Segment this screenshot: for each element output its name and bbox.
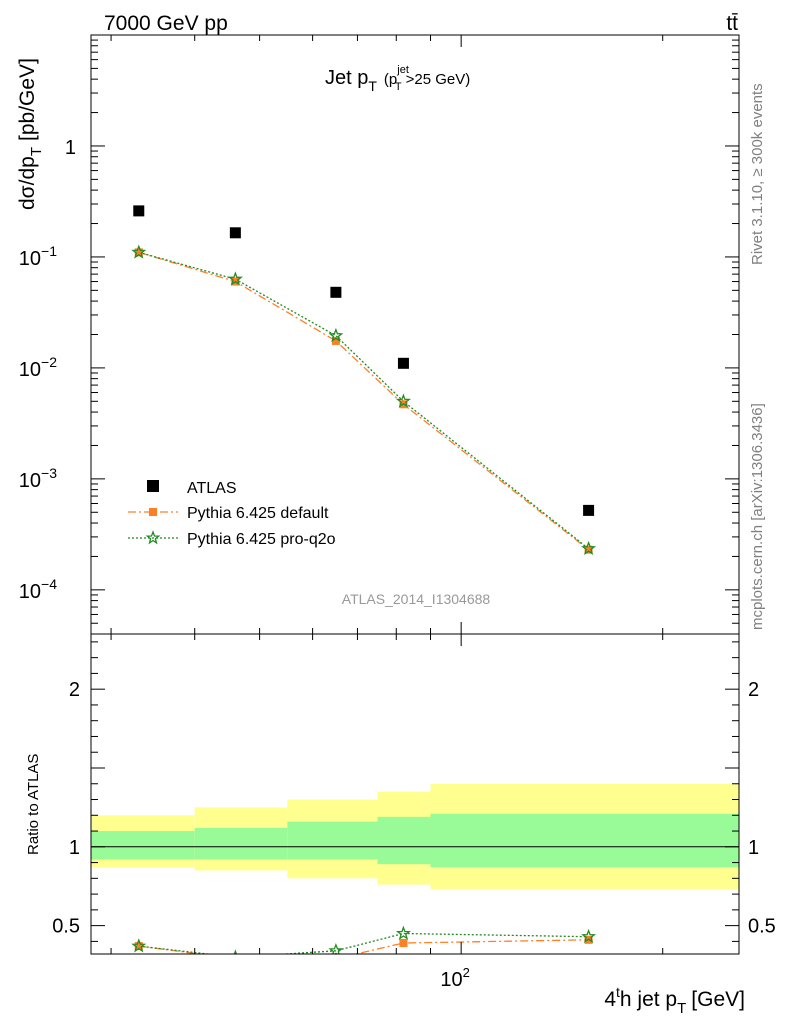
ratio-default-point: [231, 955, 239, 963]
y-tick-label: 1: [65, 137, 76, 159]
pythia-proq2o-point: [328, 327, 344, 343]
x-axis-label: 4th jet pT [GeV]: [604, 984, 745, 1017]
ratio-y-tick-label-right: 2: [748, 679, 759, 701]
y-tick-label: 10−4: [19, 576, 57, 603]
rivet-version-label: Rivet 3.1.10, ≥ 300k events: [749, 83, 766, 265]
ratio-band-inner: [91, 831, 195, 860]
legend: ATLAS Pythia 6.425 default Pythia 6.425 …: [128, 480, 336, 548]
pythia-default-point: [134, 248, 143, 257]
x-tick-label: 102: [440, 965, 469, 991]
atlas-data-point: [330, 286, 342, 298]
atlas-data-point: [397, 357, 409, 369]
y-axis-label: dσ/dpT[pb/GeV]: [16, 58, 45, 210]
ratio-default-point: [399, 938, 408, 947]
ratio-proq2o-point: [328, 942, 344, 954]
process-label: tt̄: [726, 12, 738, 35]
ratio-proq2o-point: [131, 938, 147, 953]
ratio-default-line: [138, 939, 589, 954]
y-tick-label: 10−2: [19, 354, 57, 381]
pythia-default-point: [584, 545, 593, 554]
ratio-panel: 102 2 2 1 1 0.5 0.5: [52, 633, 776, 991]
pythia-proq2o-point: [581, 540, 597, 555]
pythia-proq2o-point: [227, 271, 243, 286]
ratio-y-axis-label: Ratio to ATLAS: [25, 754, 42, 855]
ratio-band-inner: [430, 813, 739, 868]
ratio-y-tick-label-left: 2: [69, 679, 80, 701]
energy-label: 7000 GeV pp: [104, 12, 228, 35]
ratio-band-inner: [377, 816, 431, 865]
main-plot-area: [131, 205, 597, 555]
y-tick-label: 10−1: [19, 243, 57, 270]
ratio-band-inner: [287, 821, 378, 860]
pythia-default-line: [138, 251, 590, 551]
ratio-band-inner: [194, 827, 288, 860]
chart-title: Jet pT (pjet T >25 GeV): [325, 64, 470, 94]
atlas-data-point: [229, 227, 241, 239]
ratio-y-tick-label-right: 0.5: [748, 916, 776, 938]
ratio-y-tick-label-right: 1: [748, 837, 759, 859]
legend-default-marker: [149, 508, 157, 516]
ratio-proq2o-point: [581, 928, 597, 943]
legend-proq2o-label: Pythia 6.425 pro-q2o: [187, 531, 336, 548]
pythia-proq2o-point: [395, 393, 412, 408]
main-panel: 1 10−1 10−2 10−3 10−4: [19, 34, 740, 646]
pythia-proq2o-line: [138, 251, 590, 550]
ratio-frame: [90, 633, 740, 955]
ratio-default-point: [332, 955, 340, 963]
mcplots-label: mcplots.cern.ch [arXiv:1306.3436]: [749, 403, 766, 630]
legend-proq2o-marker: [145, 530, 161, 545]
atlas-data-point: [583, 504, 595, 516]
ratio-plot-area: [91, 783, 739, 963]
ratio-axis-ticks: 102 2 2 1 1 0.5 0.5: [52, 641, 776, 991]
ratio-y-tick-label-left: 0.5: [52, 916, 80, 938]
main-axis-ticks: 1 10−1 10−2 10−3 10−4: [19, 34, 739, 646]
legend-atlas-marker: [147, 480, 159, 492]
ratio-proq2o-point: [233, 949, 238, 954]
legend-atlas-label: ATLAS: [187, 480, 237, 497]
ratio-y-tick-label-left: 1: [69, 837, 80, 859]
pythia-proq2o-point: [131, 244, 147, 259]
pythia-default-point: [331, 336, 340, 345]
ratio-default-point: [134, 942, 143, 951]
ratio-proq2o-point: [395, 925, 412, 940]
legend-default-label: Pythia 6.425 default: [187, 505, 329, 522]
analysis-watermark: ATLAS_2014_I1304688: [342, 591, 491, 607]
atlas-data-point: [133, 205, 145, 217]
y-tick-label: 10−3: [19, 465, 57, 492]
